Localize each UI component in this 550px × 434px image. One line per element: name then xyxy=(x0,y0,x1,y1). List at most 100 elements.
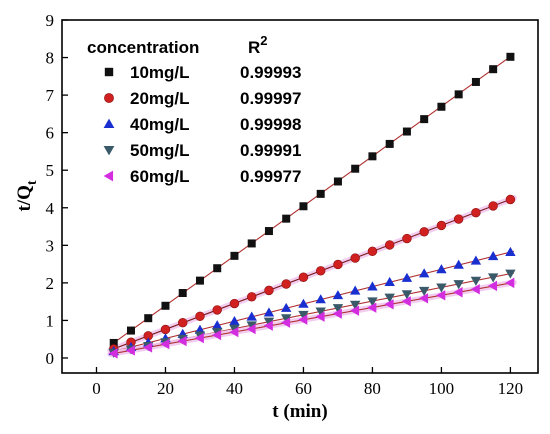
data-point xyxy=(247,292,257,302)
svg-text:t/Qt: t/Qt xyxy=(14,180,40,211)
data-point xyxy=(264,227,273,236)
data-point xyxy=(418,286,430,296)
data-point xyxy=(194,324,206,334)
y-axis-title: t/Qt xyxy=(14,180,40,211)
data-point xyxy=(178,289,187,298)
data-point xyxy=(418,293,429,304)
data-point xyxy=(385,139,394,148)
plot-frame xyxy=(61,19,539,374)
data-point xyxy=(212,329,222,341)
data-point xyxy=(212,305,222,315)
data-point xyxy=(453,214,464,224)
legend-header-r2-sup: 2 xyxy=(260,33,267,48)
data-point xyxy=(109,338,118,347)
legend-header-r: R xyxy=(248,38,260,57)
data-point xyxy=(298,314,308,325)
data-point xyxy=(384,293,395,303)
fit-line-40mg-L xyxy=(110,250,514,353)
data-point xyxy=(470,284,480,295)
data-point xyxy=(177,335,187,347)
legend-marker xyxy=(104,67,114,77)
data-point xyxy=(332,290,344,300)
data-point xyxy=(213,264,222,273)
legend-label: 20mg/L xyxy=(130,89,190,108)
x-axis-title: t (min) xyxy=(272,401,327,422)
series-10mg-L xyxy=(109,52,515,347)
data-point xyxy=(454,90,463,99)
data-point xyxy=(351,164,360,173)
legend-marker xyxy=(103,118,115,129)
data-point xyxy=(108,348,118,359)
legend-r2-value: 0.99977 xyxy=(240,167,301,186)
data-point xyxy=(436,290,446,301)
legend-header-r2: R2 xyxy=(248,33,268,57)
data-point xyxy=(349,305,360,316)
data-point xyxy=(437,102,446,111)
data-point xyxy=(160,338,170,350)
fit-line-20mg-L xyxy=(110,197,515,351)
series-50mg-L xyxy=(108,269,516,358)
data-point xyxy=(487,280,498,292)
data-point xyxy=(418,268,430,278)
data-point xyxy=(350,253,360,263)
fit-line-10mg-L xyxy=(109,53,515,346)
data-point xyxy=(178,317,188,328)
data-point xyxy=(333,259,343,270)
data-point xyxy=(229,298,240,309)
data-point xyxy=(453,259,464,269)
data-point xyxy=(436,220,447,231)
legend-marker xyxy=(104,93,114,103)
data-point xyxy=(315,307,326,317)
data-point xyxy=(332,308,342,319)
legend-r2-value: 0.99993 xyxy=(240,63,301,82)
y-tick-label: 3 xyxy=(46,236,55,255)
data-point xyxy=(315,266,326,276)
data-point xyxy=(195,276,204,285)
legend-header-concentration: concentration xyxy=(87,38,199,57)
data-point xyxy=(316,189,325,198)
data-point xyxy=(384,276,395,287)
data-point xyxy=(299,202,308,211)
data-point xyxy=(402,233,412,244)
data-point xyxy=(263,317,275,327)
data-point xyxy=(471,207,481,218)
data-point xyxy=(333,177,342,186)
data-point xyxy=(194,332,204,344)
fit-lines xyxy=(107,53,517,358)
data-point xyxy=(246,321,257,331)
y-tick-label: 1 xyxy=(46,311,55,330)
data-point xyxy=(349,285,361,295)
y-tick-label: 7 xyxy=(46,86,55,105)
legend-marker xyxy=(103,170,114,182)
data-point xyxy=(143,342,153,353)
x-tick-label: 40 xyxy=(226,379,243,398)
data-point xyxy=(160,324,171,335)
data-point xyxy=(384,299,394,310)
data-point xyxy=(367,246,378,257)
data-point xyxy=(263,320,273,331)
data-point xyxy=(229,315,240,326)
data-point xyxy=(281,314,292,324)
data-point xyxy=(281,317,291,328)
data-point xyxy=(401,290,413,300)
axis-ticks: 0 20 40 60 80 100 120 0 1 2 3 4 5 6 7 8 9 xyxy=(46,11,524,398)
legend-r2-value: 0.99997 xyxy=(240,89,301,108)
y-tick-label: 0 xyxy=(46,349,55,368)
y-tick-label: 4 xyxy=(46,199,55,218)
series-20mg-L xyxy=(109,194,516,354)
data-point xyxy=(125,345,135,356)
data-point xyxy=(506,52,515,61)
x-tick-label: 0 xyxy=(92,379,101,398)
legend-label: 10mg/L xyxy=(130,63,190,82)
data-point xyxy=(453,280,464,290)
data-point xyxy=(420,115,429,124)
data-point xyxy=(315,311,325,322)
y-axis-title-main: t/Q xyxy=(14,185,35,211)
data-point xyxy=(298,272,309,282)
data-point xyxy=(349,300,361,310)
data-point xyxy=(488,201,498,211)
x-tick-label: 120 xyxy=(498,379,524,398)
data-point xyxy=(505,194,516,205)
data-point xyxy=(281,302,292,312)
